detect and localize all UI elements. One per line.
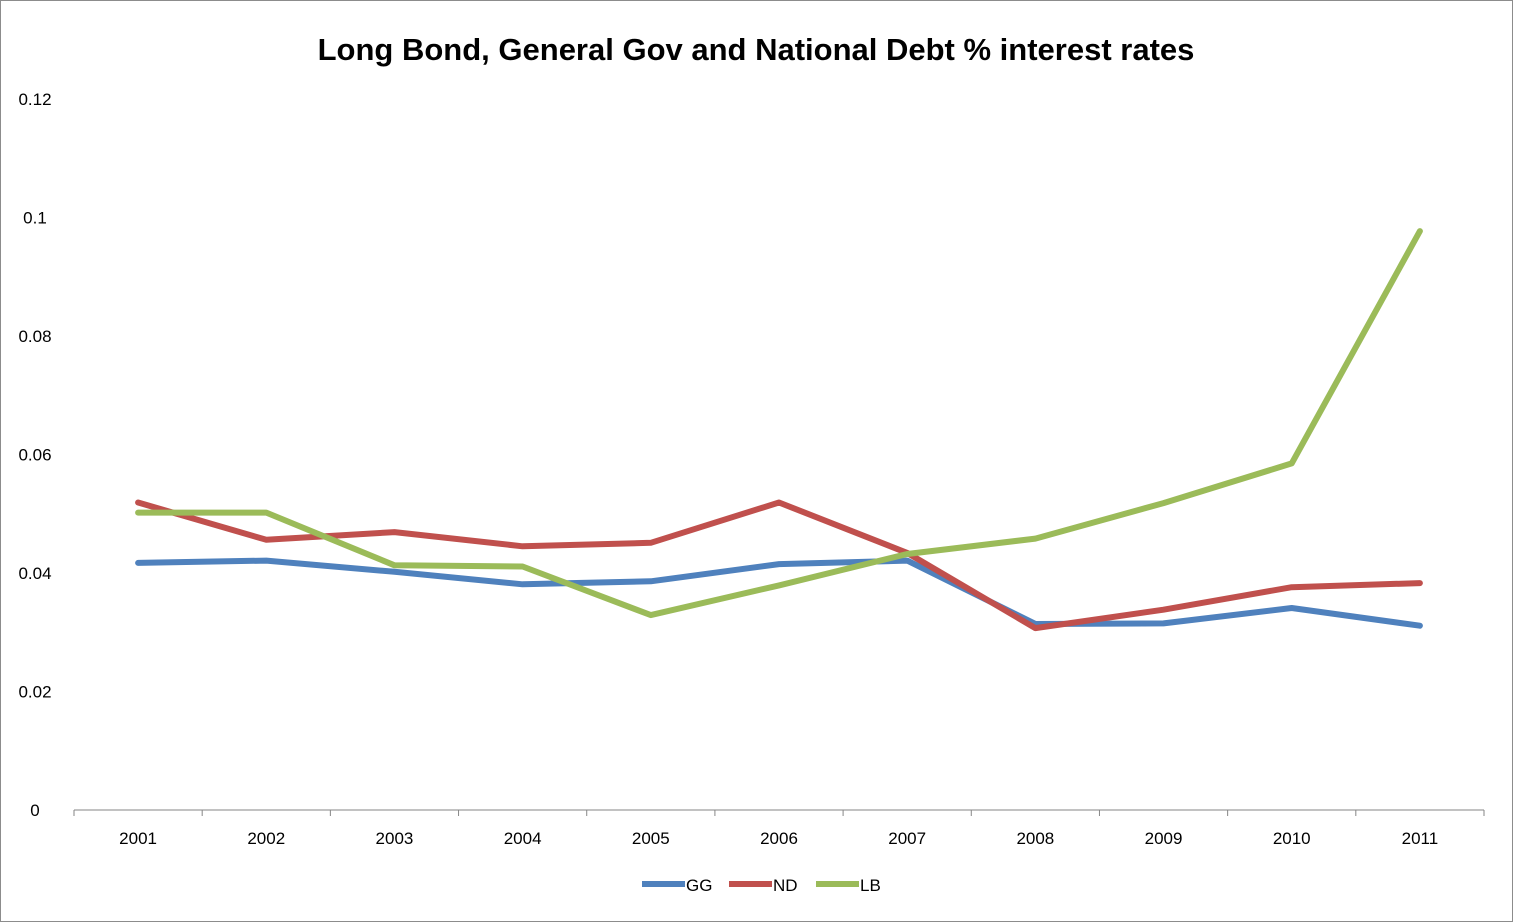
x-axis-ticks	[73, 810, 1485, 816]
y-tick-label: 0	[30, 801, 39, 820]
chart-title: Long Bond, General Gov and National Debt…	[318, 32, 1195, 67]
y-tick-label: 0.06	[18, 446, 51, 465]
y-tick-label: 0.08	[18, 327, 51, 346]
y-tick-label: 0.1	[23, 209, 47, 228]
x-tick-label: 2001	[119, 829, 157, 848]
x-tick-label: 2009	[1145, 829, 1183, 848]
y-axis-labels: 0 0.02 0.04 0.06 0.08 0.1 0.12	[18, 90, 51, 820]
series-line-gg	[135, 557, 1423, 629]
x-tick-label: 2004	[504, 829, 542, 848]
legend: GG ND LB	[642, 876, 881, 895]
y-tick-label: 0.04	[18, 564, 51, 583]
x-tick-label: 2006	[760, 829, 798, 848]
series-line-lb	[135, 228, 1423, 619]
series-line-nd	[135, 499, 1423, 632]
series-lines	[135, 228, 1423, 632]
x-tick-label: 2002	[247, 829, 285, 848]
y-tick-label: 0.02	[18, 683, 51, 702]
x-tick-label: 2008	[1016, 829, 1054, 848]
x-axis-labels: 2001 2002 2003 2004 2005 2006 2007 2008 2009 2010…	[119, 829, 1438, 848]
x-tick-label: 2005	[632, 829, 670, 848]
x-tick-label: 2010	[1273, 829, 1311, 848]
x-tick-label: 2011	[1402, 829, 1439, 848]
legend-label-lb: LB	[860, 876, 881, 895]
legend-label-gg: GG	[686, 876, 712, 895]
x-tick-label: 2003	[376, 829, 414, 848]
x-tick-label: 2007	[888, 829, 926, 848]
legend-label-nd: ND	[773, 876, 798, 895]
y-tick-label: 0.12	[18, 90, 51, 109]
